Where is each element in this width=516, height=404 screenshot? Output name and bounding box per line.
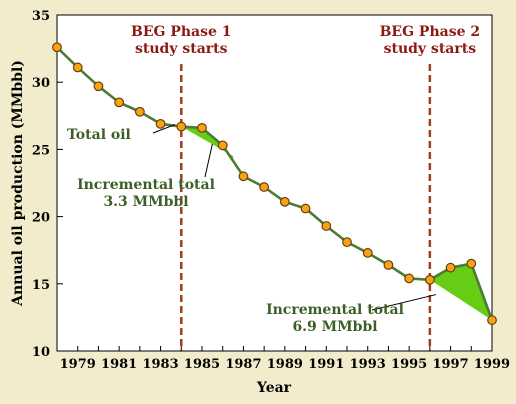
y-axis-title: Annual oil production (MMbbl): [10, 60, 26, 307]
data-point: [217, 140, 228, 151]
x-tick-label: 1999: [474, 357, 510, 372]
data-point: [445, 262, 456, 273]
data-point: [487, 315, 497, 325]
annotation-leader-1: [152, 124, 176, 134]
x-tick-label: 1991: [308, 357, 344, 372]
data-point: [155, 118, 166, 129]
data-point: [134, 106, 145, 117]
x-axis-title: Year: [256, 380, 292, 396]
x-tick-label: 1997: [432, 357, 468, 372]
annotation-leader-3: [371, 294, 437, 311]
annotation-2-text: Incremental total: [77, 177, 215, 193]
data-point: [383, 260, 394, 270]
data-point: [197, 122, 207, 133]
axes: 1979 1981 1983 1985 1987 1989 1991 1993 1995 1997…: [32, 9, 510, 372]
data-point: [424, 274, 435, 285]
y-tick-label: 35: [32, 9, 50, 24]
data-point: [259, 182, 270, 192]
x-tick-label: 1979: [60, 357, 96, 372]
y-tick-label: 20: [32, 211, 50, 226]
x-tick-label: 1981: [101, 357, 137, 372]
phase-2-label: study starts: [384, 41, 477, 57]
plot-area: [56, 14, 493, 352]
data-point: [300, 203, 311, 214]
annotation-3-text: Incremental total: [266, 302, 404, 318]
phase-1-label: study starts: [135, 41, 228, 57]
data-point: [279, 196, 290, 207]
data-point: [176, 121, 187, 132]
data-point: [238, 171, 249, 182]
annotation-1-text: Total oil: [67, 127, 131, 143]
annotation-2-text: 3.3 MMbbl: [103, 194, 188, 210]
y-tick-label: 25: [32, 143, 50, 158]
x-tick-label: 1985: [184, 357, 220, 372]
annotation-3-text: 6.9 MMbbl: [292, 319, 377, 335]
x-tick-label: 1989: [267, 357, 303, 372]
y-tick-label: 10: [32, 345, 50, 360]
x-tick-label: 1995: [391, 357, 427, 372]
y-tick-label: 15: [32, 278, 50, 293]
x-tick-label: 1993: [350, 357, 386, 372]
phase-2-label: BEG Phase 2: [380, 24, 481, 40]
y-tick-label: 30: [32, 76, 50, 91]
data-point: [321, 221, 332, 231]
data-point: [466, 258, 477, 269]
data-point: [114, 97, 125, 108]
data-point: [72, 62, 83, 73]
data-point: [52, 42, 62, 53]
incremental-area-2: [429, 263, 492, 321]
total-oil-series: [56, 46, 494, 321]
x-tick-label: 1987: [225, 357, 261, 372]
data-point: [362, 247, 373, 258]
phase-1-label: BEG Phase 1: [131, 24, 232, 40]
data-markers: [52, 42, 497, 325]
study-start-lines: [180, 64, 432, 351]
data-point: [93, 81, 104, 92]
total-oil-line: [56, 46, 494, 321]
annotation-leader-2: [204, 143, 213, 178]
data-point: [404, 273, 415, 284]
x-tick-label: 1983: [142, 357, 178, 372]
data-point: [342, 237, 352, 248]
